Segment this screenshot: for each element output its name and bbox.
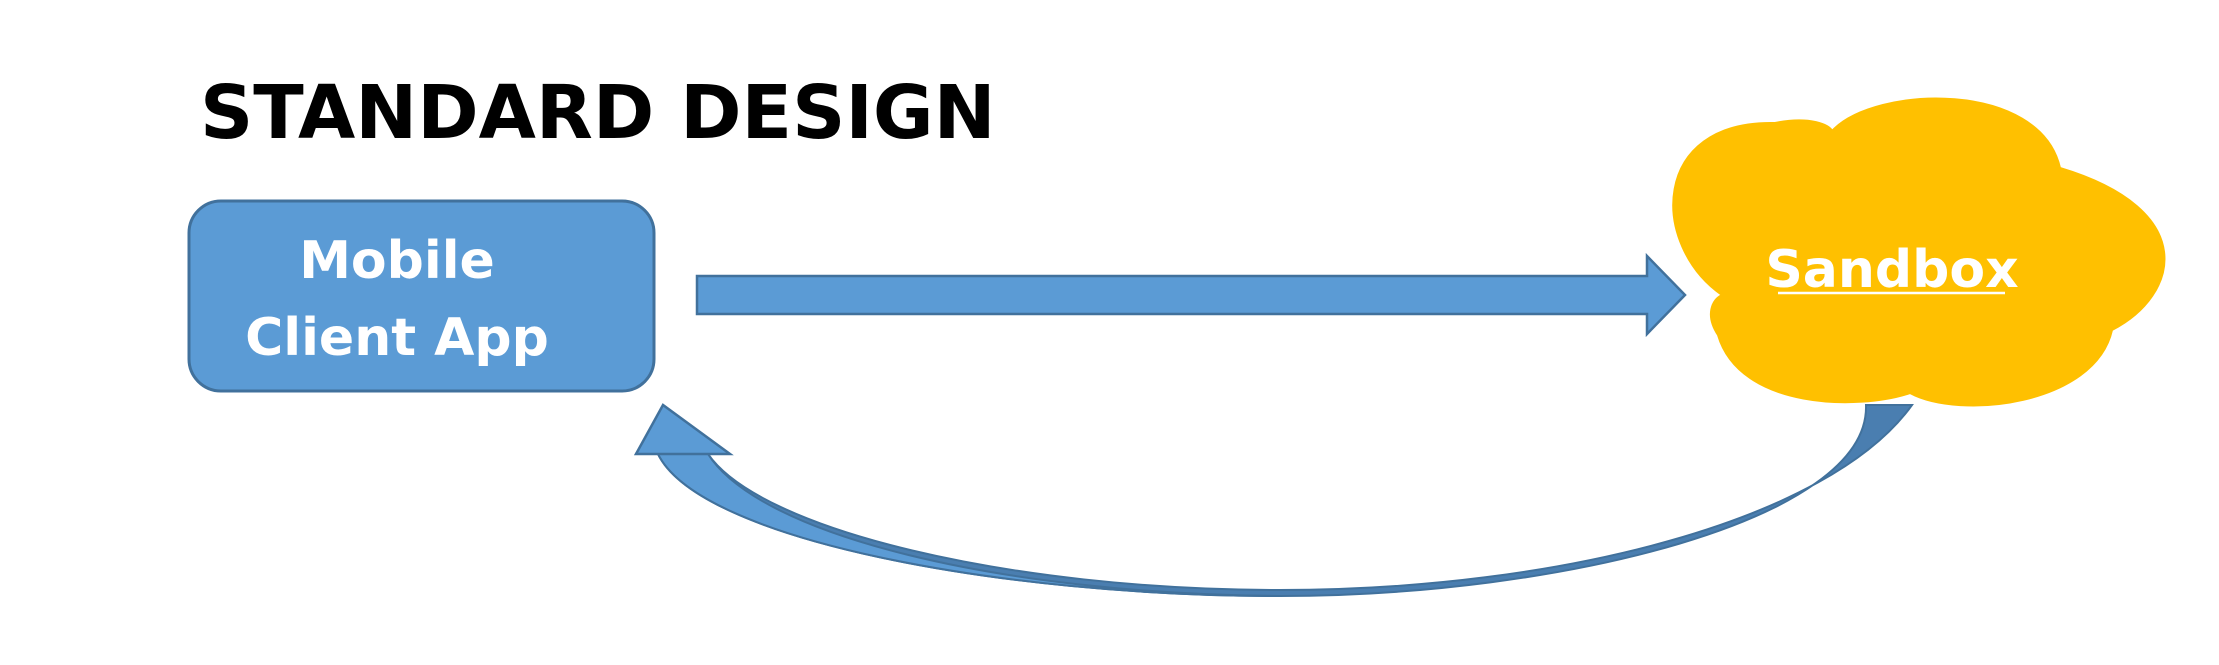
sandbox-cloud <box>1672 97 2166 407</box>
mobile-client-box <box>187 199 656 393</box>
sandbox-label: Sandbox <box>1765 240 2018 300</box>
mobile-client-label-line1: Mobile <box>299 231 495 291</box>
page-title: STANDARD DESIGN <box>200 70 996 156</box>
response-arrow <box>633 403 1914 598</box>
mobile-client-label-line2: Client App <box>245 308 549 368</box>
request-arrow <box>695 252 1687 338</box>
